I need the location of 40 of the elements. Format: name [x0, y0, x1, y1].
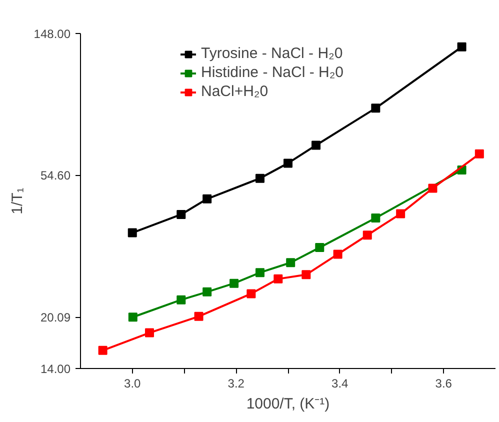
x-axis-title: 1000/T, (K⁻¹)	[246, 396, 330, 412]
point	[474, 149, 484, 158]
y-axis-title: 1/T₁	[8, 188, 26, 214]
point	[302, 270, 311, 280]
point	[396, 209, 406, 218]
point	[371, 213, 380, 222]
x-tick-label: 3.0	[124, 376, 142, 390]
point	[333, 250, 342, 259]
point	[371, 104, 380, 113]
y-tick-label: 20.09	[40, 310, 71, 325]
x-tick-label: 3.2	[228, 376, 245, 390]
point	[286, 258, 296, 268]
point	[255, 174, 264, 183]
point	[176, 210, 186, 219]
y-tick-label: 148.00	[34, 27, 71, 41]
point	[128, 228, 137, 238]
point	[312, 140, 321, 150]
legend-label: Histidine - NaCl - H₂0	[201, 64, 344, 81]
x-tick-label: 3.6	[435, 376, 452, 390]
y-tick-label: 54.60	[40, 168, 71, 183]
point	[194, 312, 204, 321]
point	[246, 289, 256, 298]
x-tick-label: 3.4	[332, 376, 349, 390]
point	[230, 278, 239, 288]
point	[144, 328, 154, 338]
legend-label: Tyrosine - NaCl - H₂0	[201, 45, 343, 62]
point	[202, 287, 212, 296]
point	[98, 346, 108, 355]
legend-label: NaCl+H₂0	[201, 83, 268, 100]
point	[362, 230, 372, 240]
point	[457, 42, 466, 52]
point	[274, 274, 283, 284]
point	[284, 158, 292, 168]
point	[202, 194, 212, 204]
point	[428, 184, 438, 193]
point	[176, 295, 186, 304]
point	[255, 268, 264, 278]
point	[315, 243, 324, 252]
y-tick-label: 14.00	[40, 362, 71, 376]
point	[128, 312, 138, 322]
